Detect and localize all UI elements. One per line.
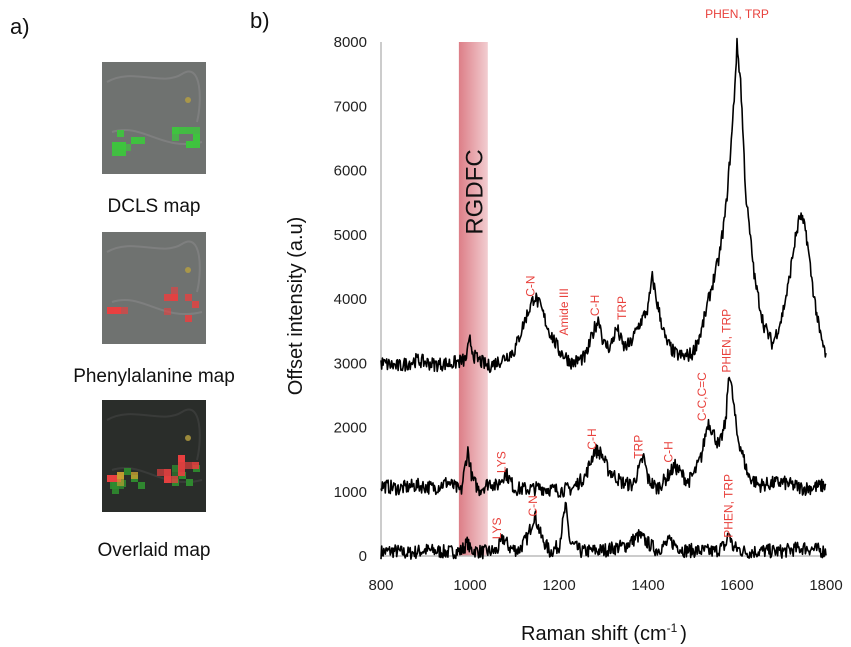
x-tick-label: 800 xyxy=(368,577,393,594)
overlaid-map-caption: Overlaid map xyxy=(97,540,211,561)
peak-annotation: C-H xyxy=(585,428,599,449)
x-tick-label: 1000 xyxy=(453,577,486,594)
y-tick-label: 5000 xyxy=(334,227,367,244)
y-tick-label: 4000 xyxy=(334,291,367,308)
x-axis-title-sup: -1 xyxy=(667,621,678,635)
rgdfc-band-label: RGDFC xyxy=(461,149,488,234)
y-tick-label: 2000 xyxy=(334,420,367,437)
x-tick-label: 1200 xyxy=(542,577,575,594)
overlaid-map-image xyxy=(102,400,206,512)
x-tick-label: 1600 xyxy=(720,577,753,594)
x-axis-title-tail: ) xyxy=(680,623,687,645)
spectrum-line-3 xyxy=(380,37,827,374)
peak-annotation: TRP xyxy=(632,435,646,459)
peak-annotation: C-N xyxy=(524,275,538,296)
peak-annotation: C-C,C=C xyxy=(695,372,709,421)
y-axis-title: Offset intensity (a.u) xyxy=(285,217,307,396)
spectrum-line-1 xyxy=(380,501,827,560)
phenylalanine-map-image xyxy=(102,232,206,344)
x-tick-label: 1400 xyxy=(631,577,664,594)
peak-annotation: Amide III xyxy=(557,288,571,335)
peak-annotation: TRP xyxy=(615,296,629,320)
peak-annotation: PHEN, TRP xyxy=(705,7,769,21)
y-tick-label: 7000 xyxy=(334,98,367,115)
peak-annotation: PHEN, TRP xyxy=(722,474,736,538)
peak-annotation: C-H xyxy=(588,295,602,316)
dcls-map-caption: DCLS map xyxy=(107,196,201,217)
panel-b-label: b) xyxy=(250,8,270,33)
phenylalanine-map-caption: Phenylalanine map xyxy=(73,366,235,387)
peak-annotation: LYS xyxy=(490,517,504,539)
dcls-map-image xyxy=(102,62,206,174)
y-tick-label: 1000 xyxy=(334,484,367,501)
panel-a-label: a) xyxy=(10,14,30,39)
spectrum-line-2 xyxy=(380,376,827,498)
x-axis-title: Raman shift (cm-1) xyxy=(521,621,687,645)
x-axis-title-main: Raman shift (cm xyxy=(521,623,667,645)
y-tick-label: 0 xyxy=(359,548,367,565)
peak-annotation: C-N xyxy=(526,495,540,516)
y-tick-label: 6000 xyxy=(334,163,367,180)
y-tick-label: 3000 xyxy=(334,355,367,372)
peak-annotation: PHEN, TRP xyxy=(719,309,733,373)
peak-annotation: LYS xyxy=(495,451,509,473)
y-tick-label: 8000 xyxy=(334,34,367,51)
peak-annotation: C-H xyxy=(661,441,675,462)
x-tick-label: 1800 xyxy=(809,577,842,594)
